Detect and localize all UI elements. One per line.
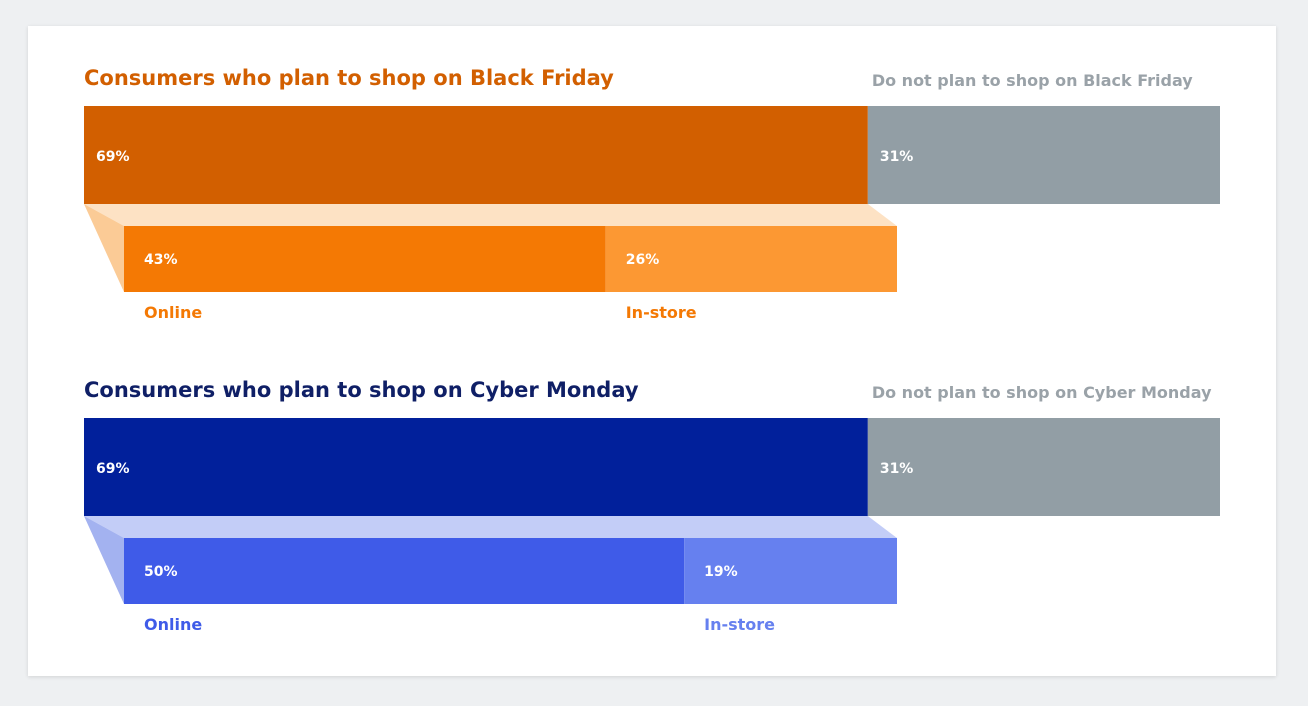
connector-side — [84, 516, 124, 604]
not-plan-bar-segment — [867, 418, 1220, 516]
online-category-label: Online — [144, 615, 202, 634]
chart-title: Consumers who plan to shop on Black Frid… — [84, 66, 614, 90]
online-bar-segment — [124, 538, 685, 604]
breakdown-value-label: 50% — [144, 564, 178, 580]
chart-title: Consumers who plan to shop on Cyber Mond… — [84, 378, 639, 402]
bar-value-label: 69% — [96, 461, 130, 477]
not-plan-bar-segment — [867, 106, 1220, 204]
bar-value-label: 31% — [880, 461, 914, 477]
online-bar-segment — [124, 226, 606, 292]
connector-band — [84, 516, 897, 538]
instore-category-label: In-store — [704, 615, 775, 634]
bar-value-label: 31% — [880, 149, 914, 165]
online-category-label: Online — [144, 303, 202, 322]
breakdown-value-label: 43% — [144, 252, 178, 268]
connector-side — [84, 204, 124, 292]
plan-bar-segment — [84, 418, 868, 516]
plan-bar-segment — [84, 106, 868, 204]
bar-value-label: 69% — [96, 149, 130, 165]
breakdown-value-label: 26% — [626, 252, 660, 268]
not-plan-legend-label: Do not plan to shop on Black Friday — [872, 71, 1193, 90]
not-plan-legend-label: Do not plan to shop on Cyber Monday — [872, 383, 1212, 402]
breakdown-value-label: 19% — [704, 564, 738, 580]
instore-bar-segment — [605, 226, 897, 292]
chart-card: Consumers who plan to shop on Black Frid… — [28, 26, 1276, 676]
stacked-bar-chart: Consumers who plan to shop on Black Frid… — [84, 66, 1220, 634]
instore-category-label: In-store — [626, 303, 697, 322]
connector-band — [84, 204, 897, 226]
instore-bar-segment — [684, 538, 897, 604]
